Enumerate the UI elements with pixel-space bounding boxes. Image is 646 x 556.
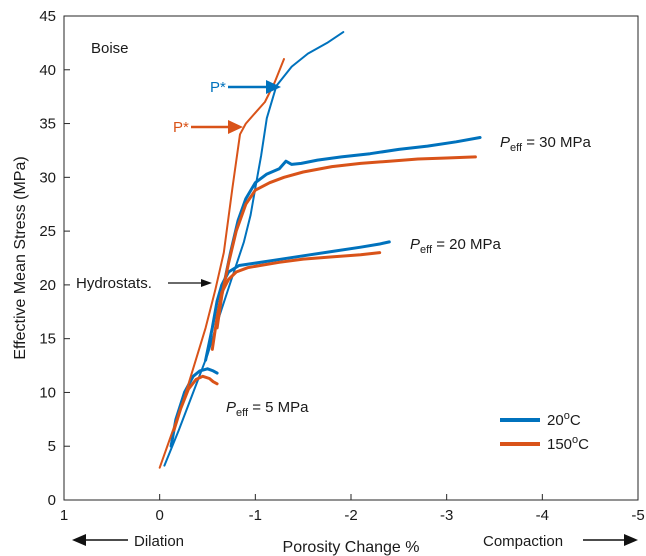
- x-tick-label: -5: [631, 507, 644, 524]
- series-0-curve-3: [163, 31, 345, 467]
- dilation-arrowhead: [72, 534, 86, 546]
- p-star-orange-label: P*: [173, 119, 189, 136]
- y-tick-label: 30: [39, 169, 56, 186]
- p-star-orange-arrowhead: [228, 120, 243, 134]
- x-tick-label: 1: [60, 507, 68, 524]
- y-axis-title: Effective Mean Stress (MPa): [12, 156, 29, 359]
- x-tick-label: -4: [536, 507, 549, 524]
- plot-area: [64, 16, 638, 500]
- y-tick-label: 20: [39, 277, 56, 294]
- peff-20-label: Peff = 20 MPa: [410, 236, 501, 256]
- p-star-blue-label: P*: [210, 79, 226, 96]
- y-tick-label: 25: [39, 223, 56, 240]
- p-star-blue-arrowhead: [266, 80, 281, 94]
- legend-label-20c: 20oC: [547, 410, 581, 429]
- series-layer: [158, 31, 482, 469]
- y-tick-label: 45: [39, 8, 56, 25]
- y-tick-label: 0: [48, 492, 56, 509]
- hydrostats-label: Hydrostats.: [76, 275, 152, 292]
- y-tick-label: 5: [48, 438, 56, 455]
- dilation-label: Dilation: [134, 533, 184, 550]
- y-tick-label: 15: [39, 331, 56, 348]
- y-tick-label: 10: [39, 384, 56, 401]
- compaction-arrowhead: [624, 534, 638, 546]
- y-tick-label: 40: [39, 62, 56, 79]
- peff-30-label: Peff = 30 MPa: [500, 134, 591, 154]
- x-tick-label: -3: [440, 507, 453, 524]
- location-label: Boise: [91, 40, 129, 57]
- compaction-label: Compaction: [483, 533, 563, 550]
- x-axis-title: Porosity Change %: [283, 539, 420, 556]
- legend-label-150c: 150oC: [547, 434, 589, 453]
- series-1-curve-2: [215, 155, 477, 330]
- series-1-curve-3: [158, 58, 285, 469]
- x-tick-label: -1: [249, 507, 262, 524]
- legend: 20oC 150oC: [500, 410, 589, 453]
- x-tick-label: -2: [344, 507, 357, 524]
- x-tick-label: 0: [155, 507, 163, 524]
- hydrostats-arrowhead: [201, 279, 212, 287]
- series-0-curve-1: [204, 240, 391, 362]
- y-tick-label: 35: [39, 116, 56, 133]
- peff-5-label: Peff = 5 MPa: [226, 399, 309, 419]
